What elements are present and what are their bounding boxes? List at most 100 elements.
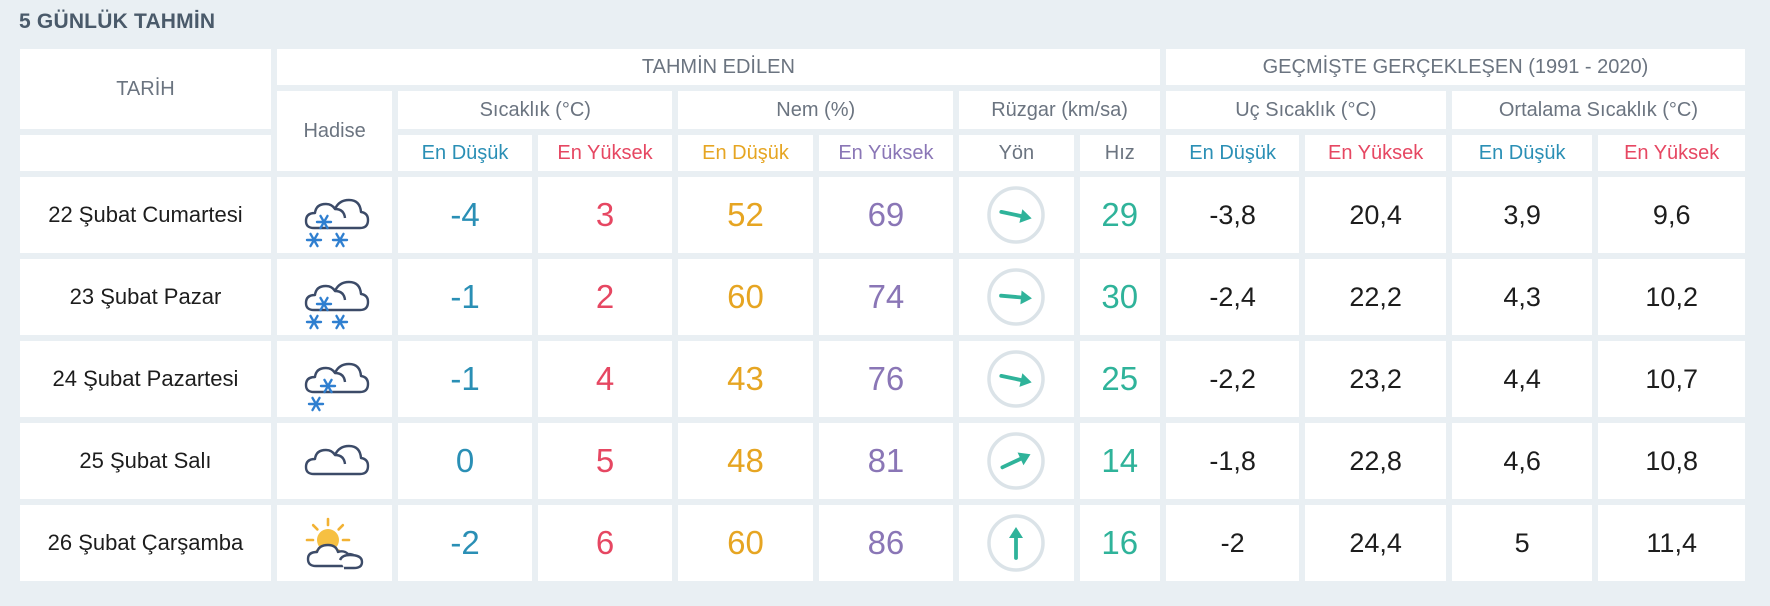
date-cell: 23 Şubat Pazar [20, 259, 271, 335]
average-max-cell: 11,4 [1598, 505, 1745, 581]
extreme-min-cell: -2,4 [1165, 259, 1300, 335]
weather-icon-cell [276, 341, 393, 417]
average-max-header: En Yüksek [1598, 135, 1745, 171]
wind-direction-east-southeast-icon-graphic [987, 350, 1046, 408]
date-cell: 26 Şubat Çarşamba [20, 505, 271, 581]
average-min-cell: 4,3 [1451, 259, 1593, 335]
extreme-min-cell: -2,2 [1165, 341, 1300, 417]
wind-direction-cell [959, 505, 1074, 581]
humidity-header: Nem (%) [678, 91, 954, 129]
wind-speed-cell: 25 [1079, 341, 1160, 417]
forecast-row: 23 Şubat Pazar -1 2 60 74 30 -2,4 22,2 4… [20, 259, 1745, 335]
wind-direction-northeast-icon [959, 431, 1073, 491]
temp-min-cell: -2 [398, 505, 532, 581]
average-min-cell: 4,6 [1451, 423, 1593, 499]
cloudy-icon [277, 428, 392, 494]
temperature-header: Sıcaklık (°C) [398, 91, 673, 129]
snow-cloud-icon-graphic [304, 280, 369, 330]
weather-event-header: Hadise [276, 91, 393, 171]
humidity-min-cell: 60 [678, 259, 813, 335]
average-temperature-header: Ortalama Sıcaklık (°C) [1451, 91, 1745, 129]
forecast-table: TARİH TAHMİN EDİLEN GEÇMİŞTE GERÇEKLEŞEN… [14, 43, 1751, 587]
weather-icon-cell [276, 423, 393, 499]
extreme-max-cell: 24,4 [1305, 505, 1446, 581]
humidity-max-header: En Yüksek [818, 135, 954, 171]
forecast-group-header: TAHMİN EDİLEN [276, 49, 1160, 85]
temp-min-cell: -4 [398, 177, 532, 253]
wind-direction-east-southeast-icon-graphic [987, 186, 1046, 244]
temp-max-cell: 2 [537, 259, 673, 335]
average-max-cell: 10,2 [1598, 259, 1745, 335]
wind-direction-north-icon [959, 513, 1073, 573]
snow-cloud-icon-graphic [304, 198, 369, 248]
wind-direction-header: Yön [959, 135, 1074, 171]
average-min-cell: 4,4 [1451, 341, 1593, 417]
wind-direction-cell [959, 177, 1074, 253]
wind-speed-cell: 16 [1079, 505, 1160, 581]
temp-max-cell: 6 [537, 505, 673, 581]
humidity-max-cell: 81 [818, 423, 954, 499]
partly-cloudy-icon-graphic [305, 517, 363, 570]
extreme-min-cell: -2 [1165, 505, 1300, 581]
cloudy-icon-graphic [304, 444, 369, 476]
average-min-cell: 5 [1451, 505, 1593, 581]
average-max-cell: 9,6 [1598, 177, 1745, 253]
average-min-cell: 3,9 [1451, 177, 1593, 253]
average-min-header: En Düşük [1451, 135, 1593, 171]
forecast-row: 25 Şubat Salı 0 5 48 81 14 -1,8 22,8 4,6… [20, 423, 1745, 499]
weather-icon-cell [276, 259, 393, 335]
weather-icon-cell [276, 177, 393, 253]
temp-min-cell: 0 [398, 423, 532, 499]
wind-direction-northeast-icon-graphic [987, 432, 1046, 490]
humidity-min-header: En Düşük [678, 135, 813, 171]
date-cell: 25 Şubat Salı [20, 423, 271, 499]
humidity-max-cell: 74 [818, 259, 954, 335]
extreme-max-cell: 20,4 [1305, 177, 1446, 253]
wind-direction-cell [959, 259, 1074, 335]
extreme-max-cell: 23,2 [1305, 341, 1446, 417]
extreme-max-cell: 22,8 [1305, 423, 1446, 499]
date-cell: 24 Şubat Pazartesi [20, 341, 271, 417]
humidity-min-cell: 60 [678, 505, 813, 581]
humidity-min-cell: 48 [678, 423, 813, 499]
partly-cloudy-icon [277, 510, 392, 576]
forecast-row: 26 Şubat Çarşamba -2 6 60 86 16 -2 24,4 … [20, 505, 1745, 581]
average-max-cell: 10,7 [1598, 341, 1745, 417]
extreme-max-cell: 22,2 [1305, 259, 1446, 335]
wind-header: Rüzgar (km/sa) [959, 91, 1160, 129]
extreme-min-cell: -1,8 [1165, 423, 1300, 499]
wind-direction-east-southeast-icon [959, 349, 1073, 409]
average-max-cell: 10,8 [1598, 423, 1745, 499]
wind-speed-header: Hız [1079, 135, 1160, 171]
wind-direction-east-southeast-icon [959, 185, 1073, 245]
temp-min-cell: -1 [398, 341, 532, 417]
weather-icon-cell [276, 505, 393, 581]
temp-max-cell: 5 [537, 423, 673, 499]
page-title: 5 GÜNLÜK TAHMİN [19, 10, 216, 33]
date-header-spacer [20, 135, 271, 171]
extreme-max-header: En Yüksek [1305, 135, 1446, 171]
temp-max-cell: 4 [537, 341, 673, 417]
date-cell: 22 Şubat Cumartesi [20, 177, 271, 253]
wind-speed-cell: 14 [1079, 423, 1160, 499]
humidity-max-cell: 69 [818, 177, 954, 253]
wind-speed-cell: 30 [1079, 259, 1160, 335]
humidity-max-cell: 76 [818, 341, 954, 417]
temp-max-cell: 3 [537, 177, 673, 253]
extreme-min-header: En Düşük [1165, 135, 1300, 171]
forecast-row: 24 Şubat Pazartesi -1 4 43 76 25 -2,2 23… [20, 341, 1745, 417]
history-group-header: GEÇMİŞTE GERÇEKLEŞEN (1991 - 2020) [1165, 49, 1745, 85]
date-column-header: TARİH [20, 49, 271, 129]
temp-max-header: En Yüksek [537, 135, 673, 171]
wind-direction-north-icon-graphic [987, 514, 1046, 572]
wind-speed-cell: 29 [1079, 177, 1160, 253]
snow-cloud-icon [277, 182, 392, 248]
wind-direction-east-icon [959, 267, 1073, 327]
extreme-min-cell: -3,8 [1165, 177, 1300, 253]
humidity-min-cell: 43 [678, 341, 813, 417]
wind-direction-east-icon-graphic [987, 268, 1046, 326]
snow-cloud-icon [277, 264, 392, 330]
forecast-row: 22 Şubat Cumartesi -4 3 52 69 29 -3,8 20… [20, 177, 1745, 253]
wind-direction-cell [959, 341, 1074, 417]
temp-min-header: En Düşük [398, 135, 532, 171]
